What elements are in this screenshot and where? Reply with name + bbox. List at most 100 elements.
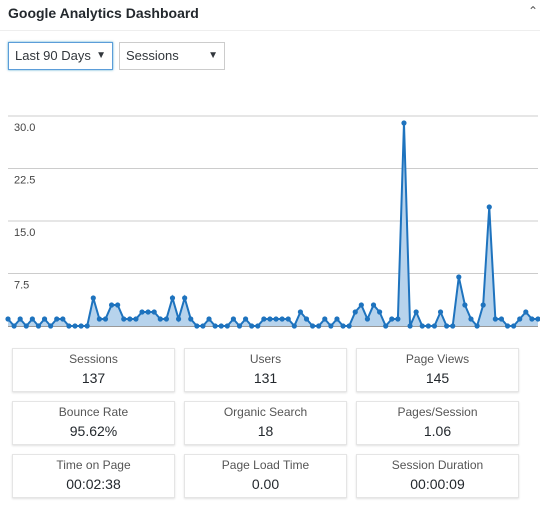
data-point[interactable]: [121, 316, 127, 322]
data-point[interactable]: [437, 309, 444, 315]
data-point[interactable]: [511, 323, 517, 329]
data-point[interactable]: [139, 309, 145, 315]
data-point[interactable]: [78, 323, 84, 329]
data-point[interactable]: [17, 316, 23, 322]
data-point[interactable]: [462, 302, 468, 308]
data-point[interactable]: [41, 316, 48, 322]
data-point[interactable]: [498, 316, 505, 322]
data-point[interactable]: [291, 323, 297, 329]
data-point[interactable]: [407, 323, 413, 329]
data-point[interactable]: [352, 309, 358, 315]
data-point[interactable]: [279, 316, 285, 322]
data-point[interactable]: [157, 316, 163, 322]
data-point[interactable]: [474, 323, 480, 329]
data-point[interactable]: [11, 323, 17, 329]
data-point[interactable]: [249, 323, 255, 329]
widget-title: Google Analytics Dashboard: [8, 5, 199, 21]
data-point[interactable]: [163, 316, 169, 322]
data-point[interactable]: [285, 316, 291, 322]
data-point[interactable]: [340, 323, 346, 329]
series-points: [5, 120, 540, 329]
data-point[interactable]: [224, 323, 230, 329]
data-point[interactable]: [60, 316, 66, 322]
data-point[interactable]: [450, 323, 456, 329]
data-point[interactable]: [492, 316, 498, 322]
data-point[interactable]: [444, 323, 450, 329]
data-point[interactable]: [90, 295, 96, 301]
data-point[interactable]: [35, 323, 42, 329]
data-point[interactable]: [419, 323, 425, 329]
data-point[interactable]: [127, 316, 133, 322]
data-point[interactable]: [273, 316, 279, 322]
data-point[interactable]: [84, 323, 90, 329]
data-point[interactable]: [431, 323, 438, 329]
data-point[interactable]: [322, 316, 328, 322]
data-point[interactable]: [425, 323, 431, 329]
data-point[interactable]: [529, 316, 535, 322]
data-point[interactable]: [115, 302, 121, 308]
sessions-chart: 30.0 22.5 15.0 7.5: [5, 115, 540, 329]
data-point[interactable]: [401, 120, 407, 126]
data-point[interactable]: [218, 323, 224, 329]
data-point[interactable]: [346, 323, 352, 329]
data-point[interactable]: [517, 316, 523, 322]
stat-value: 131: [253, 370, 278, 386]
stat-card: Sessions 137: [12, 348, 175, 392]
data-point[interactable]: [145, 309, 151, 315]
data-point[interactable]: [316, 323, 322, 329]
data-point[interactable]: [309, 323, 316, 329]
data-point[interactable]: [358, 302, 364, 308]
data-point[interactable]: [486, 204, 492, 210]
data-point[interactable]: [364, 316, 371, 322]
data-point[interactable]: [383, 323, 389, 329]
data-point[interactable]: [194, 323, 200, 329]
data-point[interactable]: [242, 316, 249, 322]
stat-label: Users: [249, 352, 282, 366]
data-point[interactable]: [261, 316, 267, 322]
data-point[interactable]: [66, 323, 72, 329]
data-point[interactable]: [297, 309, 304, 315]
data-point[interactable]: [212, 323, 218, 329]
data-point[interactable]: [188, 316, 194, 322]
data-point[interactable]: [54, 316, 60, 322]
data-point[interactable]: [334, 316, 340, 322]
data-point[interactable]: [48, 323, 54, 329]
data-point[interactable]: [370, 302, 377, 308]
data-point[interactable]: [175, 316, 182, 322]
data-point[interactable]: [5, 316, 11, 322]
data-point[interactable]: [29, 316, 35, 322]
data-point[interactable]: [206, 316, 212, 322]
data-point[interactable]: [395, 316, 401, 322]
data-point[interactable]: [377, 309, 383, 315]
data-point[interactable]: [96, 316, 102, 322]
data-point[interactable]: [535, 316, 540, 322]
caret-up-icon[interactable]: ⌃: [527, 4, 538, 18]
data-point[interactable]: [328, 323, 334, 329]
data-point[interactable]: [413, 309, 419, 315]
stat-label: Sessions: [69, 352, 118, 366]
data-point[interactable]: [468, 316, 474, 322]
data-point[interactable]: [169, 295, 176, 301]
data-point[interactable]: [236, 323, 243, 329]
data-point[interactable]: [72, 323, 78, 329]
stat-value: 1.06: [423, 423, 452, 439]
data-point[interactable]: [133, 316, 139, 322]
data-point[interactable]: [255, 323, 261, 329]
data-point[interactable]: [303, 316, 310, 322]
data-point[interactable]: [102, 316, 109, 322]
data-point[interactable]: [504, 323, 511, 329]
data-point[interactable]: [480, 302, 486, 308]
metric-select[interactable]: Sessions ▼: [119, 42, 225, 70]
data-point[interactable]: [523, 309, 529, 315]
data-point[interactable]: [108, 302, 115, 308]
data-point[interactable]: [267, 316, 273, 322]
data-point[interactable]: [151, 309, 157, 315]
data-point[interactable]: [200, 323, 206, 329]
period-select[interactable]: Last 90 Days ▼: [8, 42, 113, 70]
data-point[interactable]: [182, 295, 188, 301]
data-point[interactable]: [230, 316, 237, 322]
y-tick-label: 7.5: [14, 280, 29, 292]
data-point[interactable]: [23, 323, 29, 329]
data-point[interactable]: [389, 316, 395, 322]
data-point[interactable]: [456, 274, 462, 280]
